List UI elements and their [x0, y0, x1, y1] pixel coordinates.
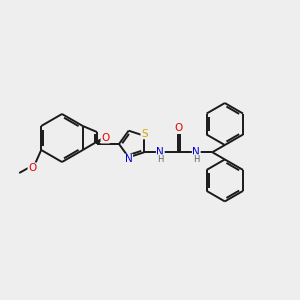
Text: H: H	[157, 155, 164, 164]
Text: S: S	[141, 129, 148, 139]
Text: O: O	[101, 133, 109, 143]
Text: H: H	[193, 155, 200, 164]
Text: N: N	[156, 147, 164, 157]
Text: N: N	[192, 147, 200, 157]
Text: O: O	[174, 123, 182, 133]
Text: N: N	[125, 154, 133, 164]
Text: O: O	[28, 163, 36, 173]
